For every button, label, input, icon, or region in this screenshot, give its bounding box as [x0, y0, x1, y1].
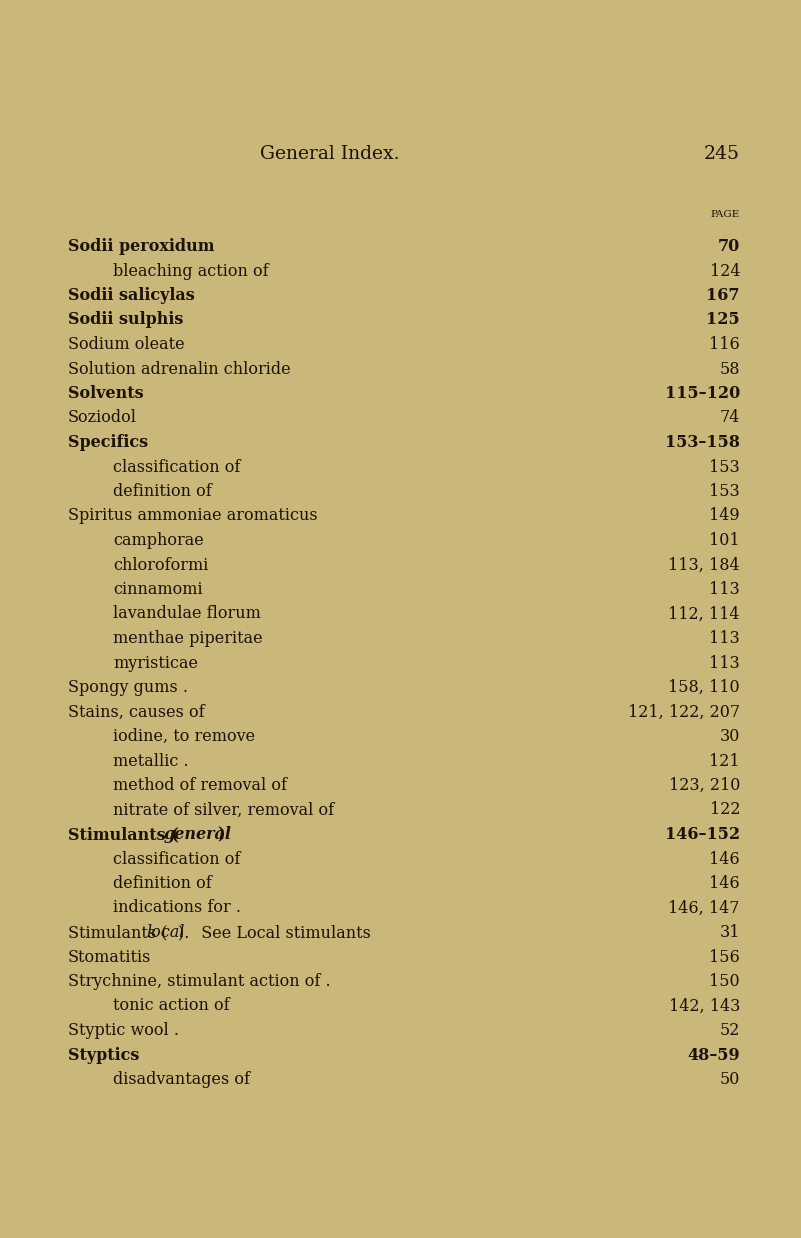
Text: definition of: definition of [113, 875, 211, 893]
Text: PAGE: PAGE [710, 210, 740, 219]
Text: 245: 245 [704, 145, 740, 163]
Text: Styptics: Styptics [68, 1046, 139, 1063]
Text: 121, 122, 207: 121, 122, 207 [628, 703, 740, 721]
Text: 115–120: 115–120 [665, 385, 740, 402]
Text: 113: 113 [709, 581, 740, 598]
Text: 58: 58 [719, 360, 740, 378]
Text: 123, 210: 123, 210 [669, 777, 740, 794]
Text: tonic action of: tonic action of [113, 998, 230, 1014]
Text: 113: 113 [709, 630, 740, 647]
Text: definition of: definition of [113, 483, 211, 500]
Text: Soziodol: Soziodol [68, 410, 137, 427]
Text: Strychnine, stimulant action of .: Strychnine, stimulant action of . [68, 973, 331, 990]
Text: Styptic wool .: Styptic wool . [68, 1023, 179, 1039]
Text: 112, 114: 112, 114 [669, 605, 740, 623]
Text: nitrate of silver, removal of: nitrate of silver, removal of [113, 801, 334, 818]
Text: classification of: classification of [113, 458, 240, 475]
Text: 30: 30 [719, 728, 740, 745]
Text: 149: 149 [710, 508, 740, 525]
Text: ).   See Local stimulants: ). See Local stimulants [178, 924, 371, 941]
Text: 113: 113 [709, 655, 740, 671]
Text: 116: 116 [709, 335, 740, 353]
Text: chloroformi: chloroformi [113, 557, 208, 573]
Text: Stimulants (: Stimulants ( [68, 826, 179, 843]
Text: 167: 167 [706, 287, 740, 305]
Text: 153: 153 [709, 483, 740, 500]
Text: camphorae: camphorae [113, 532, 203, 548]
Text: 124: 124 [710, 262, 740, 280]
Text: bleaching action of: bleaching action of [113, 262, 268, 280]
Text: local: local [146, 924, 184, 941]
Text: Sodium oleate: Sodium oleate [68, 335, 184, 353]
Text: 146: 146 [710, 851, 740, 868]
Text: 153: 153 [709, 458, 740, 475]
Text: Sodii salicylas: Sodii salicylas [68, 287, 195, 305]
Text: metallic .: metallic . [113, 753, 188, 770]
Text: 113, 184: 113, 184 [668, 557, 740, 573]
Text: 122: 122 [710, 801, 740, 818]
Text: Solution adrenalin chloride: Solution adrenalin chloride [68, 360, 291, 378]
Text: Sodii peroxidum: Sodii peroxidum [68, 238, 215, 255]
Text: 146: 146 [710, 875, 740, 893]
Text: 74: 74 [719, 410, 740, 427]
Text: Stimulants (: Stimulants ( [68, 924, 167, 941]
Text: 31: 31 [719, 924, 740, 941]
Text: 101: 101 [710, 532, 740, 548]
Text: menthae piperitae: menthae piperitae [113, 630, 263, 647]
Text: 52: 52 [719, 1023, 740, 1039]
Text: 158, 110: 158, 110 [668, 678, 740, 696]
Text: Stains, causes of: Stains, causes of [68, 703, 204, 721]
Text: 70: 70 [718, 238, 740, 255]
Text: 125: 125 [706, 312, 740, 328]
Text: Solvents: Solvents [68, 385, 143, 402]
Text: 150: 150 [710, 973, 740, 990]
Text: disadvantages of: disadvantages of [113, 1071, 250, 1088]
Text: 146, 147: 146, 147 [669, 900, 740, 916]
Text: cinnamomi: cinnamomi [113, 581, 203, 598]
Text: Spiritus ammoniae aromaticus: Spiritus ammoniae aromaticus [68, 508, 318, 525]
Text: Spongy gums .: Spongy gums . [68, 678, 188, 696]
Text: 142, 143: 142, 143 [669, 998, 740, 1014]
Text: classification of: classification of [113, 851, 240, 868]
Text: 153–158: 153–158 [665, 435, 740, 451]
Text: Sodii sulphis: Sodii sulphis [68, 312, 183, 328]
Text: General Index.: General Index. [260, 145, 400, 163]
Text: Specifics: Specifics [68, 435, 148, 451]
Text: 50: 50 [719, 1071, 740, 1088]
Text: indications for .: indications for . [113, 900, 241, 916]
Text: general: general [164, 826, 232, 843]
Text: 156: 156 [709, 948, 740, 966]
Text: method of removal of: method of removal of [113, 777, 287, 794]
Text: Stomatitis: Stomatitis [68, 948, 151, 966]
Text: 146–152: 146–152 [665, 826, 740, 843]
Text: 121: 121 [710, 753, 740, 770]
Text: iodine, to remove: iodine, to remove [113, 728, 256, 745]
Text: ): ) [217, 826, 224, 843]
Text: 48–59: 48–59 [687, 1046, 740, 1063]
Text: lavandulae florum: lavandulae florum [113, 605, 261, 623]
Text: myristicae: myristicae [113, 655, 198, 671]
